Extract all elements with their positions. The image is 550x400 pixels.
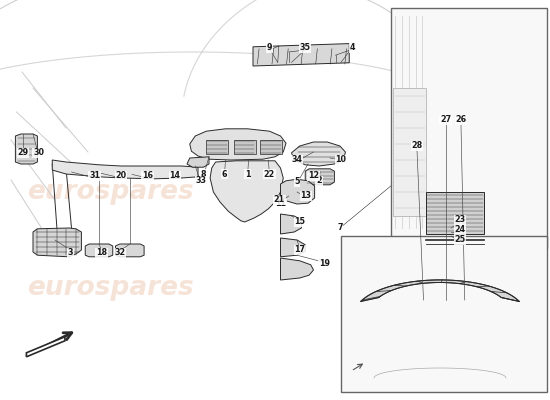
Text: 22: 22 [264, 170, 275, 178]
Polygon shape [280, 258, 314, 280]
Text: 30: 30 [33, 148, 44, 157]
Polygon shape [85, 244, 113, 257]
Text: 32: 32 [114, 248, 125, 257]
Polygon shape [234, 140, 256, 154]
Polygon shape [26, 337, 65, 357]
Text: 9: 9 [267, 44, 272, 52]
Polygon shape [280, 179, 315, 204]
Text: 11: 11 [275, 200, 286, 208]
Text: 33: 33 [195, 176, 206, 185]
Polygon shape [187, 157, 209, 167]
Polygon shape [253, 44, 349, 66]
Text: 29: 29 [18, 148, 29, 157]
Polygon shape [280, 238, 305, 257]
Text: 6: 6 [222, 170, 227, 178]
Text: 13: 13 [300, 192, 311, 200]
Text: 12: 12 [308, 172, 319, 180]
Text: 35: 35 [300, 44, 311, 52]
Text: 4: 4 [349, 44, 355, 52]
Polygon shape [292, 142, 345, 166]
Text: 21: 21 [274, 196, 285, 204]
Text: 7: 7 [337, 224, 343, 232]
Text: 2: 2 [316, 176, 322, 185]
Text: 27: 27 [440, 116, 451, 124]
Text: 3: 3 [68, 248, 73, 257]
Polygon shape [190, 129, 286, 160]
Text: eurospares: eurospares [28, 275, 194, 301]
Text: 16: 16 [142, 172, 153, 180]
Text: 14: 14 [169, 172, 180, 180]
Text: 34: 34 [292, 156, 302, 164]
Polygon shape [361, 280, 519, 302]
Text: 15: 15 [294, 218, 305, 226]
Polygon shape [206, 140, 228, 154]
Text: 23: 23 [454, 216, 465, 224]
Text: eurospares: eurospares [28, 179, 194, 205]
Text: 28: 28 [411, 142, 422, 150]
Bar [341, 236, 547, 392]
Polygon shape [33, 228, 81, 257]
Bar [393, 88, 426, 216]
Text: 17: 17 [294, 246, 305, 254]
Text: 26: 26 [455, 116, 466, 124]
Text: 10: 10 [336, 156, 346, 164]
Polygon shape [305, 169, 334, 185]
Polygon shape [280, 214, 301, 234]
Text: 31: 31 [89, 172, 100, 180]
Text: 25: 25 [454, 236, 465, 244]
Text: 19: 19 [319, 260, 330, 268]
Polygon shape [15, 134, 37, 164]
Bar [426, 192, 484, 234]
Bar [390, 8, 547, 248]
Polygon shape [116, 244, 144, 257]
Text: 8: 8 [201, 170, 206, 178]
Text: 18: 18 [96, 248, 107, 257]
Text: 24: 24 [454, 226, 465, 234]
Polygon shape [210, 161, 283, 222]
Text: 5: 5 [294, 178, 300, 186]
Text: 20: 20 [116, 172, 127, 180]
Polygon shape [52, 160, 198, 179]
Text: 1: 1 [245, 170, 250, 178]
Polygon shape [260, 140, 282, 154]
